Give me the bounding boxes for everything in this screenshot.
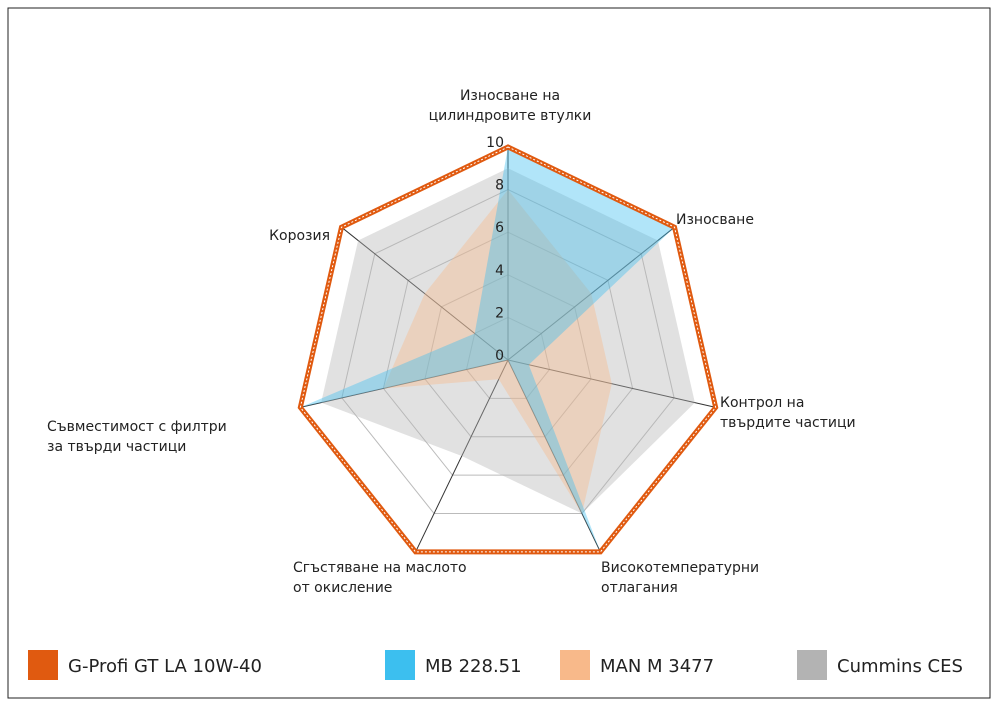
legend-swatch	[797, 650, 827, 680]
r-tick-label: 4	[495, 263, 504, 279]
series-area	[321, 168, 695, 514]
legend-swatch	[560, 650, 590, 680]
series-area	[383, 189, 612, 514]
axis-label: отлагания	[601, 580, 678, 596]
r-tick-label: 2	[495, 305, 504, 321]
axis-label: Корозия	[269, 228, 330, 244]
axis-label: Контрол на	[720, 395, 804, 411]
series-area	[300, 147, 675, 552]
legend-swatch	[28, 650, 58, 680]
spoke	[415, 359, 509, 553]
spoke	[507, 359, 601, 553]
spoke	[507, 359, 716, 408]
axis-label: Високотемпературни	[601, 560, 759, 576]
axis-label: Съвместимост с филтри	[47, 419, 227, 435]
legend-label: Cummins CES	[837, 656, 963, 677]
grid-ring	[465, 316, 551, 399]
spoke	[507, 226, 675, 361]
legend-label: G-Profi GT LA 10W-40	[68, 656, 262, 677]
frame	[7, 7, 991, 699]
r-tick-label: 10	[486, 135, 504, 151]
legend-label: MB 228.51	[425, 656, 522, 677]
spoke	[341, 226, 509, 361]
legend-label: MAN M 3477	[600, 656, 714, 677]
r-tick-label: 6	[495, 220, 504, 236]
axis-label: цилиндровите втулки	[429, 108, 592, 124]
axis-label: твърдите частици	[720, 415, 856, 431]
axis-label: за твърди частици	[47, 439, 186, 455]
r-tick-label: 8	[495, 178, 504, 194]
spoke	[300, 359, 509, 408]
grid-ring	[424, 274, 592, 438]
axis-label: Износване на	[460, 88, 560, 104]
axis-label: Износване	[676, 212, 754, 228]
series-outline	[297, 144, 719, 555]
axis-label: Сгъстяване на маслото	[293, 560, 467, 576]
axis-label: от окисление	[293, 580, 392, 596]
legend-swatch	[385, 650, 415, 680]
grid-ring	[341, 189, 675, 515]
r-tick-label: 0	[495, 348, 504, 364]
grid-ring	[382, 231, 634, 476]
